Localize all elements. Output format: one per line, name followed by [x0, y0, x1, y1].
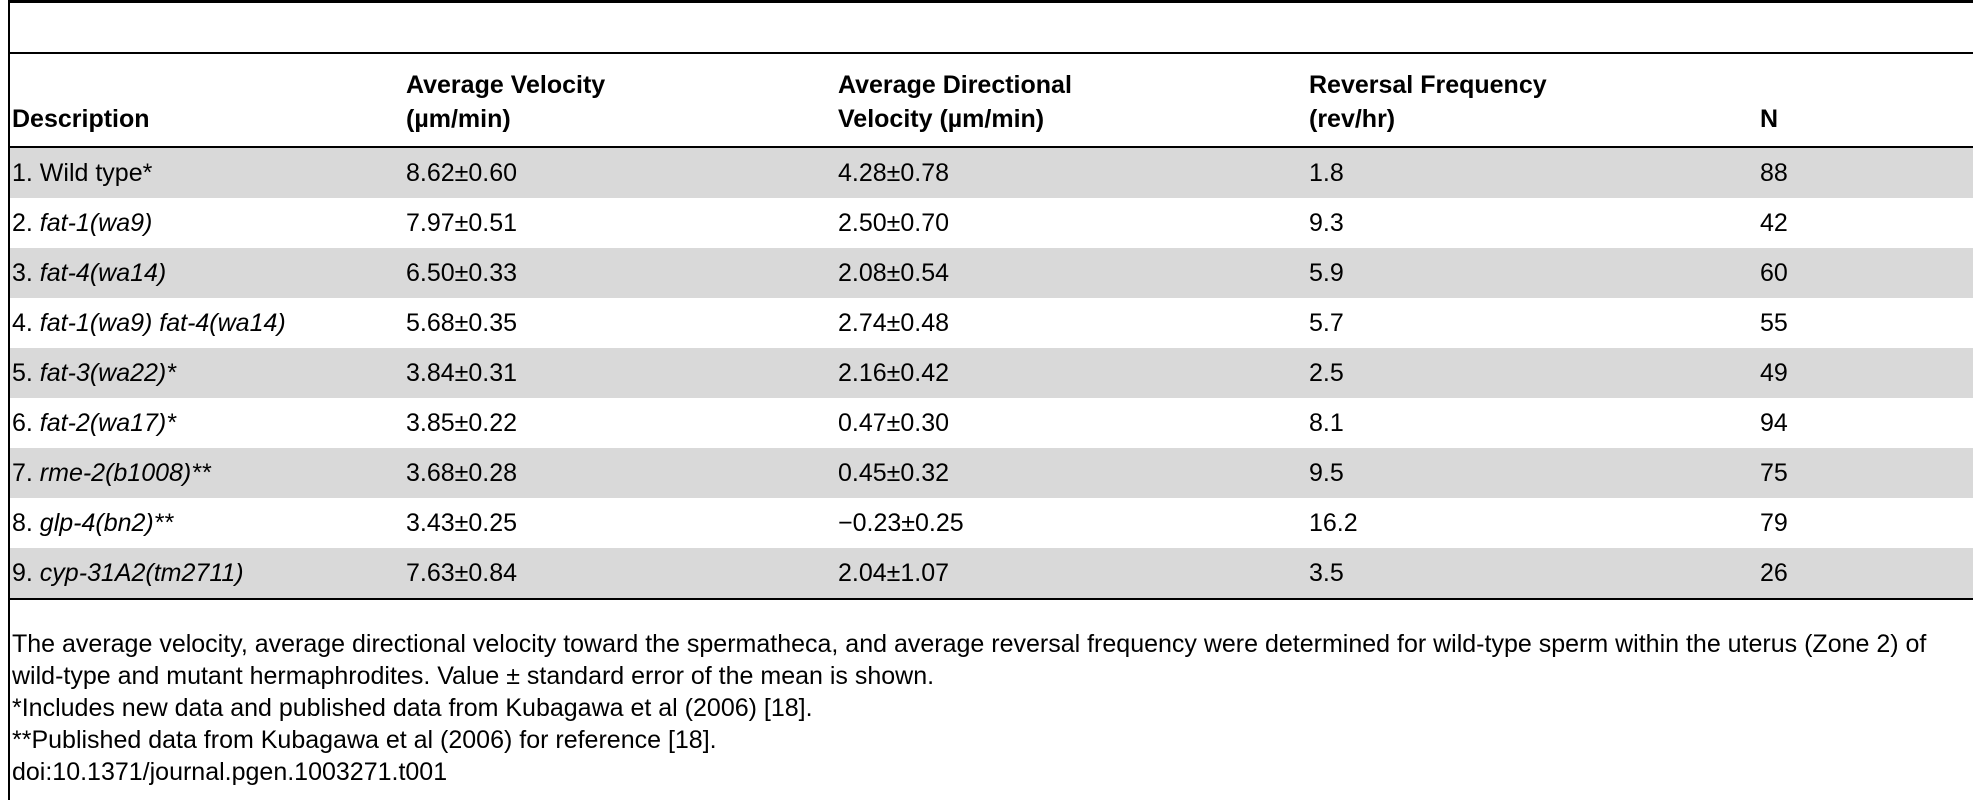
- cell-velocity: 6.50±0.33: [406, 248, 838, 298]
- cell-description: 7. rme-2(b1008)**: [10, 448, 406, 498]
- strain-name: fat-1(wa9): [39, 208, 153, 237]
- cell-reversal: 2.5: [1309, 348, 1760, 398]
- table-row: 5. fat-3(wa22)* 3.84±0.31 2.16±0.42 2.5 49: [10, 348, 1973, 398]
- cell-directional: 2.16±0.42: [838, 348, 1309, 398]
- cell-reversal: 9.3: [1309, 208, 1344, 237]
- strain-name: fat-3(wa22)*: [39, 358, 176, 387]
- cell-description: 4. fat-1(wa9) fat-4(wa14): [10, 298, 406, 348]
- header-line1: Average Velocity: [406, 71, 606, 99]
- header-n: N: [1760, 54, 1973, 148]
- row-number: 8.: [12, 508, 40, 537]
- header-velocity: Average Velocity (µm/min): [406, 54, 838, 148]
- table-row: 7. rme-2(b1008)** 3.68±0.28 0.45±0.32 9.5 75: [10, 448, 1973, 498]
- cell-reversal: 5.9: [1309, 248, 1760, 298]
- note-asterisk: *Includes new data and published data fr…: [12, 694, 813, 722]
- cell-velocity: 5.68±0.35: [406, 308, 518, 337]
- cell-directional: 2.50±0.70: [838, 208, 950, 237]
- strain-name: Wild type*: [39, 158, 153, 187]
- cell-n: 75: [1760, 448, 1973, 498]
- table-row: 4. fat-1(wa9) fat-4(wa14) 5.68±0.35 2.74±0…: [10, 298, 1973, 348]
- cell-velocity: 7.63±0.84: [406, 548, 838, 600]
- header-line1: Average Directional: [838, 71, 1072, 99]
- cell-velocity: 7.97±0.51: [406, 208, 518, 237]
- row-number: 6.: [12, 408, 40, 437]
- cell-description: 1. Wild type*: [10, 147, 406, 198]
- header-line2: N: [1760, 105, 1779, 133]
- row-number: 2.: [12, 208, 40, 237]
- cell-directional: −0.23±0.25: [838, 508, 964, 537]
- cell-reversal: 5.7: [1309, 308, 1344, 337]
- table-body: 1. Wild type* 8.62±0.60 4.28±0.78 1.8 88 2. f…: [10, 147, 1973, 600]
- top-rule: [8, 0, 1973, 3]
- cell-reversal: 1.8: [1309, 147, 1760, 198]
- note-doi: doi:10.1371/journal.pgen.1003271.t001: [12, 758, 448, 786]
- strain-name: fat-1(wa9) fat-4(wa14): [39, 308, 286, 337]
- table-row: 3. fat-4(wa14) 6.50±0.33 2.08±0.54 5.9 60: [10, 248, 1973, 298]
- row-number: 5.: [12, 358, 40, 387]
- header-directional: Average Directional Velocity (µm/min): [838, 54, 1309, 148]
- cell-directional: 2.08±0.54: [838, 248, 1309, 298]
- header-line2: Description: [12, 105, 150, 133]
- cell-n: 55: [1760, 308, 1788, 337]
- cell-n: 42: [1760, 208, 1788, 237]
- strain-name: fat-2(wa17)*: [39, 408, 176, 437]
- cell-n: 88: [1760, 147, 1973, 198]
- cell-description: 6. fat-2(wa17)*: [10, 398, 406, 448]
- header-reversal: Reversal Frequency (rev/hr): [1309, 54, 1760, 148]
- header-line2: (rev/hr): [1309, 105, 1396, 133]
- cell-description: 2. fat-1(wa9): [10, 198, 406, 248]
- strain-name: rme-2(b1008)**: [39, 458, 211, 487]
- cell-directional: 2.74±0.48: [838, 308, 950, 337]
- cell-reversal: 16.2: [1309, 508, 1358, 537]
- header-line1: Reversal Frequency: [1309, 71, 1547, 99]
- data-table: Description Average Velocity (µm/min) Av…: [10, 54, 1973, 600]
- cell-velocity: 3.84±0.31: [406, 348, 838, 398]
- cell-reversal: 9.5: [1309, 448, 1760, 498]
- table-row: 2. fat-1(wa9) 7.97±0.51 2.50±0.70 9.3 42: [10, 198, 1973, 248]
- cell-description: 5. fat-3(wa22)*: [10, 348, 406, 398]
- strain-name: fat-4(wa14): [39, 258, 167, 287]
- cell-n: 49: [1760, 348, 1973, 398]
- row-number: 4.: [12, 308, 40, 337]
- cell-n: 26: [1760, 548, 1973, 600]
- header-line1: [12, 68, 406, 102]
- left-rule: [8, 0, 10, 800]
- note-description: The average velocity, average directiona…: [12, 630, 1927, 690]
- header-line1: [1760, 68, 1973, 102]
- table-row: 9. cyp-31A2(tm2711) 7.63±0.84 2.04±1.07 3.5…: [10, 548, 1973, 600]
- table-row: 1. Wild type* 8.62±0.60 4.28±0.78 1.8 88: [10, 147, 1973, 198]
- cell-description: 8. glp-4(bn2)**: [10, 498, 406, 548]
- row-number: 3.: [12, 258, 40, 287]
- header-line2: (µm/min): [406, 105, 511, 133]
- row-number: 1.: [12, 158, 40, 187]
- table-row: 8. glp-4(bn2)** 3.43±0.25 −0.23±0.25 16.2 79: [10, 498, 1973, 548]
- cell-directional: 0.45±0.32: [838, 448, 1309, 498]
- note-double-asterisk: **Published data from Kubagawa et al (20…: [12, 726, 717, 754]
- row-number: 7.: [12, 458, 40, 487]
- header-line2: Velocity (µm/min): [838, 105, 1045, 133]
- cell-directional: 0.47±0.30: [838, 408, 950, 437]
- cell-directional: 2.04±1.07: [838, 548, 1309, 600]
- cell-description: 3. fat-4(wa14): [10, 248, 406, 298]
- cell-directional: 4.28±0.78: [838, 147, 1309, 198]
- table-row: 6. fat-2(wa17)* 3.85±0.22 0.47±0.30 8.1 94: [10, 398, 1973, 448]
- cell-velocity: 3.68±0.28: [406, 448, 838, 498]
- cell-n: 79: [1760, 508, 1788, 537]
- row-number: 9.: [12, 558, 40, 587]
- strain-name: glp-4(bn2)**: [39, 508, 174, 537]
- cell-description: 9. cyp-31A2(tm2711): [10, 548, 406, 600]
- table-notes: The average velocity, average directiona…: [12, 628, 1962, 788]
- header-description: Description: [10, 54, 406, 148]
- header-row: Description Average Velocity (µm/min) Av…: [10, 54, 1973, 148]
- cell-velocity: 3.43±0.25: [406, 508, 518, 537]
- cell-n: 60: [1760, 248, 1973, 298]
- cell-n: 94: [1760, 408, 1788, 437]
- strain-name: cyp-31A2(tm2711): [39, 558, 244, 587]
- cell-velocity: 3.85±0.22: [406, 408, 518, 437]
- cell-reversal: 8.1: [1309, 408, 1344, 437]
- cell-velocity: 8.62±0.60: [406, 147, 838, 198]
- header-rule: [8, 52, 1973, 54]
- cell-reversal: 3.5: [1309, 548, 1760, 600]
